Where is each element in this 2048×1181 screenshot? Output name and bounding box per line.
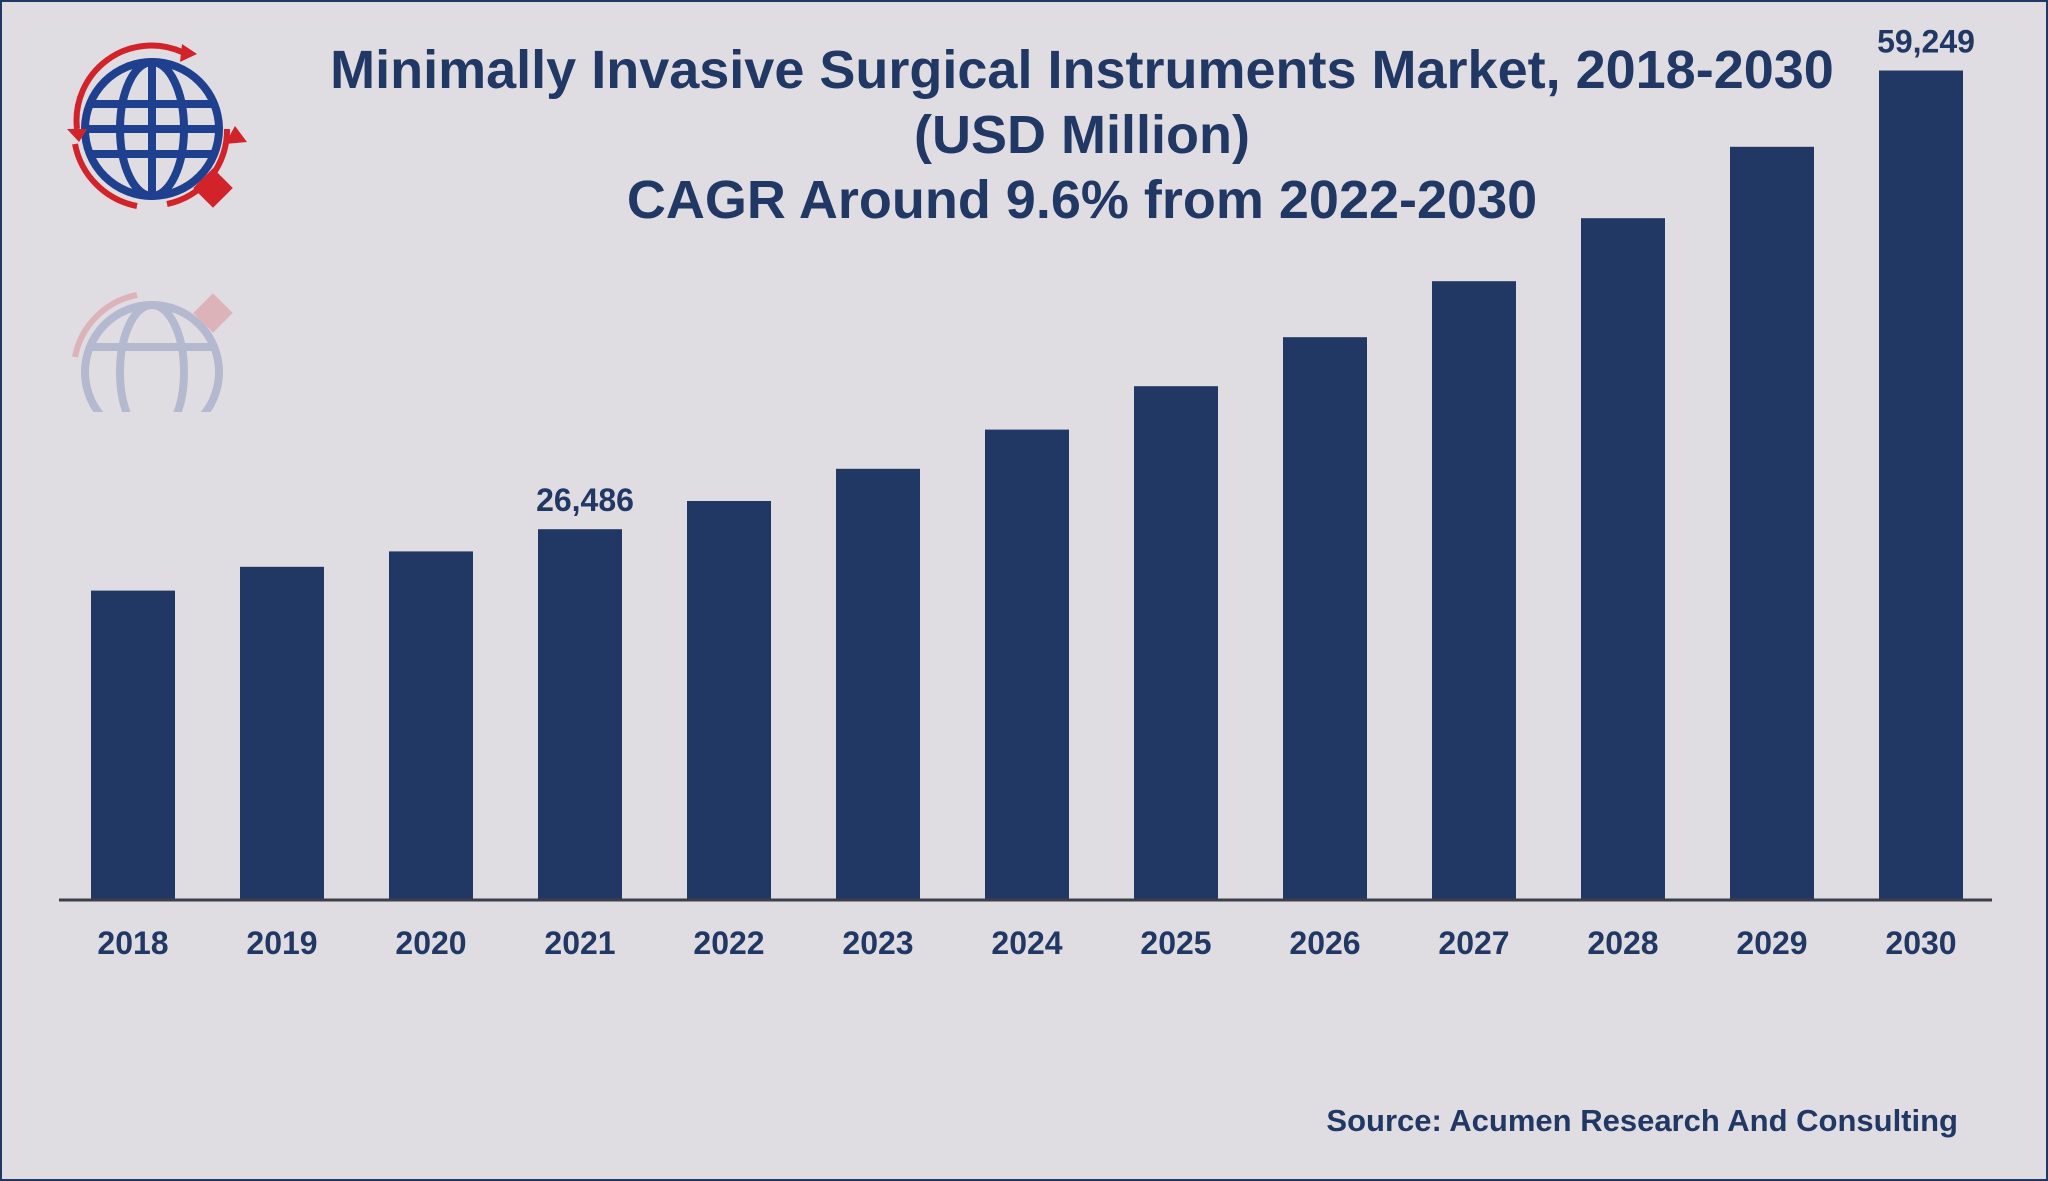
bar-2024 [985,429,1069,900]
bar-2022 [687,501,771,900]
bar-2027 [1432,281,1516,900]
bar-2025 [1134,386,1218,900]
bar-2019 [240,566,324,900]
chart-unit: (USD Million) [914,105,1250,165]
x-tick-label-2023: 2023 [842,925,913,961]
bar-2029 [1730,146,1814,901]
x-tick-label-2026: 2026 [1289,925,1360,961]
bar-2018 [91,590,175,900]
x-tick-label-2028: 2028 [1587,925,1658,961]
x-tick-label-2027: 2027 [1438,925,1509,961]
bar-2030 [1879,70,1963,901]
x-tick-label-2022: 2022 [693,925,764,961]
bar-2026 [1283,337,1367,900]
bar-2020 [389,551,473,900]
chart-title: Minimally Invasive Surgical Instruments … [330,40,1834,100]
bar-2028 [1581,218,1665,900]
data-label-2021: 26,486 [536,482,634,518]
x-tick-label-2029: 2029 [1736,925,1807,961]
x-tick-label-2024: 2024 [991,925,1062,961]
x-tick-label-2030: 2030 [1885,925,1956,961]
x-tick-label-2021: 2021 [544,925,615,961]
bar-2021 [538,529,622,900]
source-note: Source: Acumen Research And Consulting [1326,1103,1958,1138]
x-tick-label-2020: 2020 [395,925,466,961]
data-label-2030: 59,249 [1877,24,1975,60]
x-tick-label-2025: 2025 [1140,925,1211,961]
bar-2023 [836,468,920,900]
x-tick-label-2018: 2018 [97,925,168,961]
globe-arrows-icon [67,42,247,209]
logo-reflection [72,292,233,412]
chart-subtitle: CAGR Around 9.6% from 2022-2030 [626,170,1538,230]
x-tick-label-2019: 2019 [246,925,317,961]
